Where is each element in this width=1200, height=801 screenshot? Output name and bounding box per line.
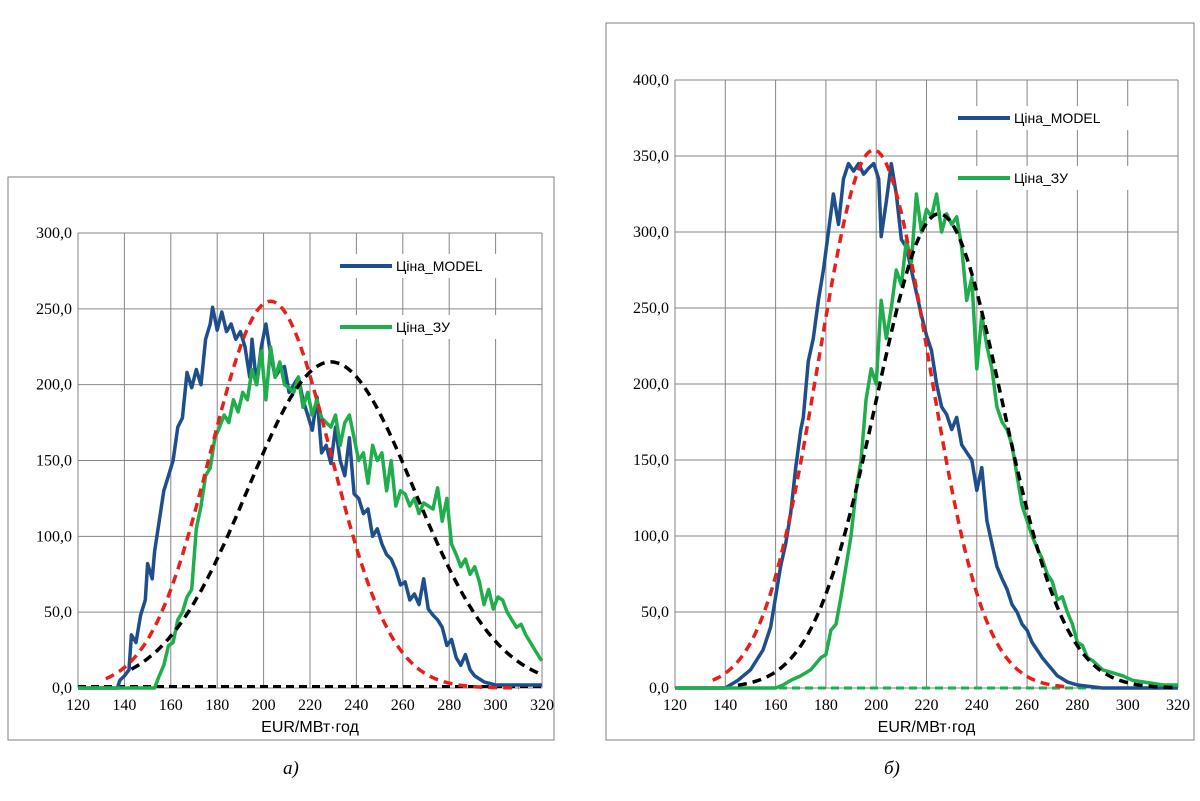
x-axis-title: EUR/МВт·год [878, 719, 976, 736]
y-tick-label: 0,0 [52, 680, 72, 697]
x-tick-label: 260 [391, 697, 415, 714]
y-tick-label: 200,0 [36, 377, 72, 394]
legend-label: Ціна_ЗУ [396, 319, 450, 335]
x-tick-label: 160 [764, 697, 788, 714]
fit-curve-red [105, 299, 519, 690]
x-tick-label: 320 [530, 697, 554, 714]
caption-b: б) [884, 758, 900, 779]
x-tick-label: 320 [1166, 697, 1190, 714]
x-tick-label: 300 [484, 697, 508, 714]
x-tick-label: 180 [205, 697, 229, 714]
x-tick-label: 200 [864, 697, 888, 714]
x-tick-label: 140 [112, 697, 136, 714]
y-tick-label: 100,0 [633, 528, 669, 545]
x-tick-label: 260 [1015, 697, 1039, 714]
x-tick-label: 180 [814, 697, 838, 714]
fit-curve-red [711, 148, 1065, 689]
x-tick-label: 240 [965, 697, 989, 714]
x-tick-label: 300 [1116, 697, 1140, 714]
y-tick-label: 200,0 [633, 376, 669, 393]
x-tick-label: 160 [159, 697, 183, 714]
y-tick-label: 150,0 [633, 452, 669, 469]
y-tick-label: 300,0 [36, 225, 72, 242]
y-tick-label: 350,0 [633, 148, 669, 165]
legend: Ціна_MODEL Ціна_ЗУ [952, 106, 1136, 190]
x-tick-label: 120 [663, 697, 687, 714]
y-tick-label: 0,0 [649, 680, 669, 697]
y-tick-label: 150,0 [36, 453, 72, 470]
x-axis-title: EUR/МВт·год [261, 719, 359, 736]
x-tick-label: 140 [713, 697, 737, 714]
x-tick-label: 240 [344, 697, 368, 714]
y-tick-label: 250,0 [633, 300, 669, 317]
series-model-line [78, 305, 542, 690]
legend-label: Ціна_MODEL [1014, 110, 1101, 126]
legend-label: Ціна_MODEL [396, 258, 483, 274]
x-tick-label: 120 [66, 697, 90, 714]
chart-frame [605, 22, 1195, 741]
caption-a: а) [283, 758, 299, 779]
y-tick-label: 400,0 [633, 72, 669, 89]
y-tick-label: 300,0 [633, 224, 669, 241]
legend-label: Ціна_ЗУ [1014, 170, 1068, 186]
y-tick-label: 50,0 [44, 604, 72, 621]
y-tick-label: 50,0 [641, 604, 669, 621]
x-tick-label: 280 [1065, 697, 1089, 714]
x-tick-label: 220 [298, 697, 322, 714]
x-tick-label: 280 [437, 697, 461, 714]
legend: Ціна_MODEL Ціна_ЗУ [334, 254, 518, 339]
y-tick-label: 250,0 [36, 301, 72, 318]
x-tick-label: 220 [915, 697, 939, 714]
fit-curve-black [737, 212, 1179, 690]
fit-curve-black [130, 360, 543, 677]
x-tick-label: 200 [252, 697, 276, 714]
y-tick-label: 100,0 [36, 528, 72, 545]
